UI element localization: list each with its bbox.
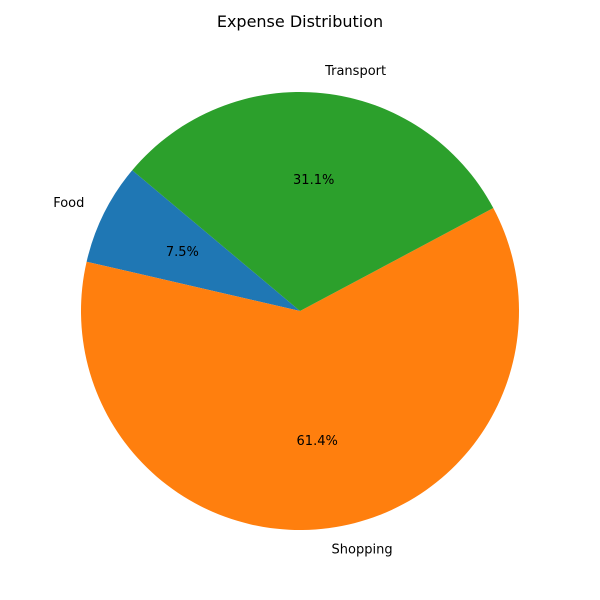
slice-percent-shopping: 61.4% bbox=[297, 434, 338, 449]
pie-slices bbox=[81, 92, 520, 530]
pie-slice-shopping bbox=[81, 208, 520, 530]
slice-label-food: Food bbox=[53, 196, 84, 211]
pie-slice-food bbox=[86, 170, 301, 311]
slice-label-shopping: Shopping bbox=[332, 542, 393, 557]
slice-label-transport: Transport bbox=[324, 64, 386, 79]
chart-title: Expense Distribution bbox=[217, 12, 383, 31]
slice-percent-transport: 31.1% bbox=[293, 173, 334, 188]
slice-percent-food: 7.5% bbox=[166, 245, 199, 260]
pie-labels: Food 7.5% Shopping 61.4% Transport 31.1% bbox=[53, 64, 392, 557]
pie-slice-transport bbox=[132, 92, 494, 311]
